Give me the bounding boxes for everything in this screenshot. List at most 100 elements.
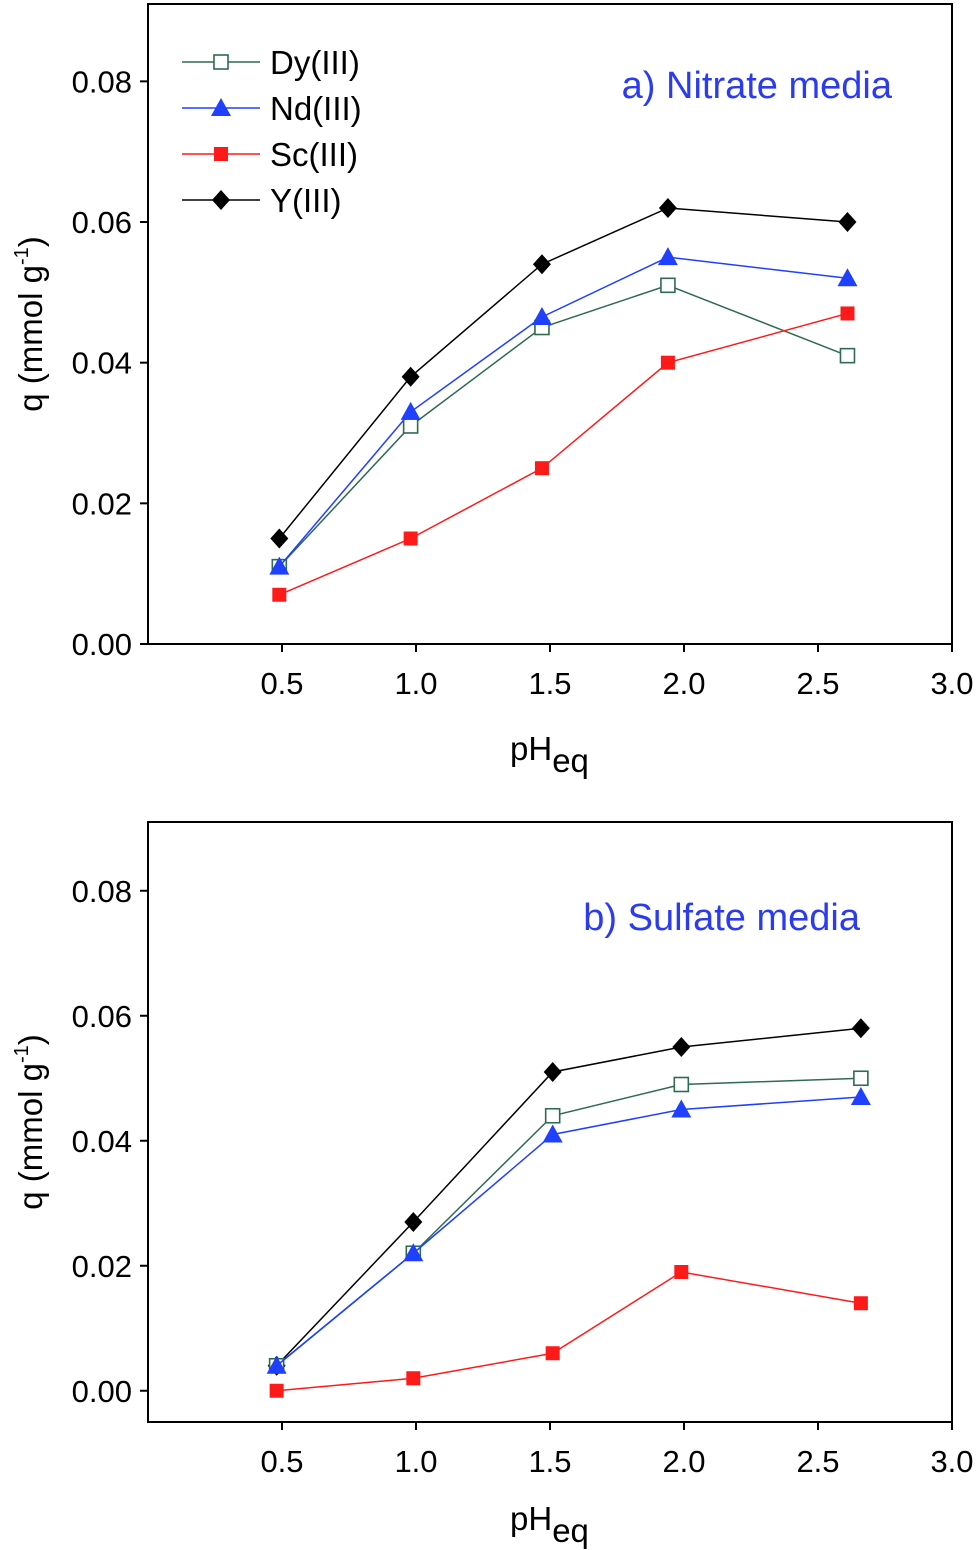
- series-line: [278, 256, 848, 568]
- legend-marker: [212, 190, 230, 210]
- data-point: [660, 277, 676, 294]
- series-Y(III): [270, 197, 857, 549]
- data-point: [532, 254, 551, 275]
- data-point: [403, 1243, 424, 1262]
- data-point: [657, 247, 678, 266]
- y-axis-label: q (mmol g-1): [11, 1034, 49, 1210]
- x-tick-label: 2.0: [662, 666, 705, 701]
- x-axis-label-main: pH: [510, 730, 552, 767]
- y-axis-label: q (mmol g-1): [11, 236, 49, 412]
- data-point: [545, 1346, 560, 1361]
- data-point: [674, 1265, 689, 1279]
- legend-marker: [211, 98, 231, 116]
- series-line: [279, 312, 848, 596]
- y-axis-label-superscript: -1: [11, 1045, 33, 1063]
- data-point: [671, 1099, 692, 1118]
- series-line: [276, 1027, 861, 1367]
- y-tick-label: 0.00: [72, 627, 132, 662]
- x-tick-label: 1.0: [394, 1444, 437, 1479]
- legend-label: Nd(III): [270, 90, 362, 127]
- data-point: [838, 212, 857, 233]
- data-point: [542, 1124, 563, 1143]
- series-Dy(III): [271, 277, 856, 575]
- series-Nd(III): [266, 1087, 871, 1374]
- x-tick-label: 2.5: [796, 1444, 839, 1479]
- y-tick-label: 0.04: [72, 346, 132, 381]
- y-tick-label: 0.08: [72, 64, 132, 99]
- legend-marker: [214, 147, 228, 161]
- data-point: [403, 531, 418, 546]
- data-point: [853, 1070, 869, 1087]
- y-tick-label: 0.04: [72, 1124, 132, 1159]
- panel-annotation: b) Sulfate media: [583, 897, 861, 939]
- data-point: [269, 1383, 284, 1398]
- y-axis-label-main: q (mmol g: [12, 265, 49, 412]
- series-Y(III): [267, 1018, 870, 1376]
- data-point: [270, 528, 289, 549]
- series-line: [276, 1271, 862, 1392]
- x-tick-label: 2.0: [662, 1444, 705, 1479]
- legend-label: Dy(III): [270, 44, 360, 81]
- data-point: [269, 556, 290, 575]
- x-tick-label: 1.5: [528, 1444, 571, 1479]
- x-axis-label: pHeq: [510, 730, 589, 779]
- x-tick-label: 3.0: [930, 666, 973, 701]
- data-point: [851, 1018, 870, 1039]
- data-point: [544, 1107, 561, 1124]
- legend-label: Sc(III): [270, 136, 358, 173]
- x-tick-label: 3.0: [930, 1444, 973, 1479]
- x-axis-label-main: pH: [510, 1500, 552, 1537]
- series-Sc(III): [269, 1265, 868, 1398]
- data-point: [853, 1296, 868, 1311]
- data-point: [272, 587, 287, 602]
- y-axis-label-end: ): [12, 236, 49, 247]
- y-axis-label-superscript: -1: [11, 247, 33, 265]
- series-Dy(III): [268, 1070, 869, 1374]
- legend: Dy(III) Nd(III) Sc(III) Y(III): [182, 44, 362, 219]
- legend-label: Y(III): [270, 182, 342, 219]
- data-point: [840, 306, 855, 321]
- data-point: [672, 1037, 691, 1057]
- panel-a: 0.5 1.0 1.5 2.0 2.5 3.0 0.00 0.02 0.04 0.06 0.08 pH…: [11, 3, 974, 779]
- x-tick-label: 0.5: [260, 1444, 303, 1479]
- panel-b: 0.5 1.0 1.5 2.0 2.5 3.0 0.00 0.02 0.04 0.06 0.08 pH…: [11, 821, 974, 1549]
- series-line: [278, 284, 848, 568]
- data-point: [401, 366, 420, 387]
- data-point: [406, 1371, 421, 1386]
- data-point: [658, 197, 677, 218]
- y-axis-label-end: ): [12, 1034, 49, 1045]
- y-tick-label: 0.06: [72, 999, 132, 1034]
- data-point: [266, 1355, 287, 1374]
- data-point: [400, 401, 421, 420]
- series-line: [278, 207, 848, 539]
- y-axis-label-main: q (mmol g: [12, 1063, 49, 1210]
- series-line: [276, 1077, 861, 1367]
- x-axis-label: pHeq: [510, 1500, 589, 1549]
- panel-annotation: a) Nitrate media: [622, 65, 893, 107]
- series-Sc(III): [272, 306, 855, 602]
- x-tick-label: 0.5: [260, 666, 303, 701]
- x-tick-label: 1.0: [394, 666, 437, 701]
- data-point: [839, 347, 856, 364]
- data-point: [837, 268, 858, 287]
- y-tick-label: 0.02: [72, 486, 132, 521]
- data-point: [660, 355, 675, 370]
- x-axis-label-subscript: eq: [552, 742, 589, 779]
- data-point: [673, 1076, 690, 1093]
- data-point: [402, 418, 419, 434]
- series-line: [276, 1096, 861, 1367]
- data-point: [543, 1062, 562, 1082]
- data-point: [404, 1212, 423, 1232]
- y-tick-label: 0.06: [72, 205, 132, 240]
- x-tick-label: 1.5: [528, 666, 571, 701]
- legend-marker: [213, 54, 229, 70]
- y-tick-label: 0.08: [72, 874, 132, 909]
- y-tick-label: 0.02: [72, 1249, 132, 1284]
- series-Nd(III): [269, 247, 858, 575]
- x-tick-label: 2.5: [796, 666, 839, 701]
- data-point: [531, 306, 552, 325]
- data-point: [534, 461, 549, 476]
- y-tick-label: 0.00: [72, 1374, 132, 1409]
